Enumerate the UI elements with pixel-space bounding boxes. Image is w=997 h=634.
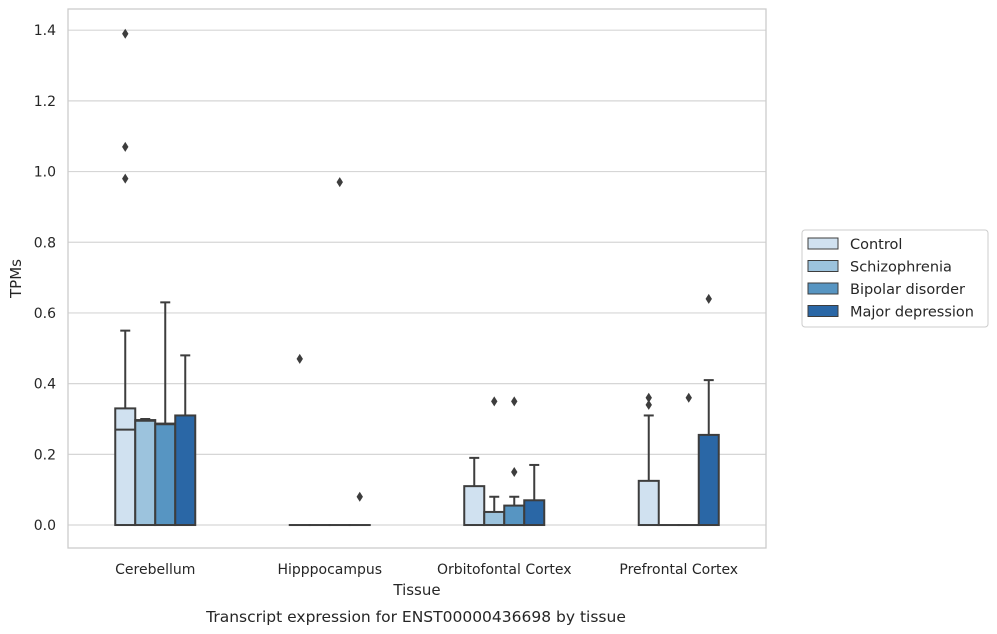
box-control [288, 353, 311, 527]
legend-swatch [807, 305, 839, 317]
box-body [483, 510, 506, 527]
y-tick-label: 0.0 [34, 518, 56, 534]
x-tick-label: Prefrontal Cortex [619, 562, 738, 578]
legend-label: Bipolar disorder [850, 282, 965, 298]
y-tick-label: 0.4 [34, 377, 56, 393]
legend-frame [801, 229, 989, 328]
box-bipolar-disorder [503, 396, 526, 527]
box-major-depression [523, 463, 546, 527]
box-schizophrenia [134, 417, 157, 527]
legend-swatch [807, 282, 839, 295]
figure-caption: Transcript expression for ENST0000043669… [205, 608, 626, 626]
box-body [154, 422, 177, 527]
legend-item: Control [807, 237, 902, 253]
outlier-point [356, 491, 363, 502]
y-tick-label: 1.4 [34, 23, 56, 39]
outlier-point [685, 392, 692, 403]
y-axis-label: TPMs [7, 259, 25, 299]
box-body [463, 485, 486, 527]
x-tick-label: Hipppocampus [277, 562, 382, 578]
outlier-point [511, 396, 518, 407]
legend-label: Schizophrenia [850, 260, 952, 276]
y-tick-labels: 0.0 0.2 0.4 0.6 0.8 1.0 1.2 1.4 [34, 23, 56, 534]
legend-label: Major depression [850, 305, 974, 321]
outlier-point [122, 141, 129, 152]
outlier-point [336, 177, 343, 188]
outlier-point [511, 467, 518, 478]
outlier-point [122, 173, 129, 184]
box-body [637, 479, 660, 527]
y-tick-label: 0.6 [34, 306, 56, 322]
box-body [523, 499, 546, 527]
box-bipolar-disorder [677, 392, 700, 527]
outlier-point [705, 293, 712, 304]
x-tick-labels: Cerebellum Hipppocampus Orbitofontal Corte… [115, 562, 738, 578]
outlier-point [122, 28, 129, 39]
outlier-point [491, 396, 498, 407]
x-tick-label: Orbitofontal Cortex [437, 562, 572, 578]
box-bipolar-disorder [154, 301, 177, 527]
y-tick-label: 0.8 [34, 235, 56, 251]
x-axis-label: Tissue [392, 581, 440, 599]
y-tick-label: 1.2 [34, 94, 56, 110]
outlier-point [645, 392, 652, 403]
legend: Control Schizophrenia Bipolar disorder Majo… [801, 229, 989, 328]
box-body [503, 504, 526, 527]
box-body [174, 414, 197, 527]
box-major-depression [174, 354, 197, 527]
boxes [114, 28, 720, 527]
box-control [637, 392, 660, 527]
box-major-depression [348, 491, 371, 527]
box-control [463, 456, 486, 527]
box-control [114, 28, 137, 527]
legend-item: Bipolar disorder [807, 282, 965, 298]
box-body [134, 419, 157, 527]
legend-swatch [807, 237, 839, 250]
legend-swatch [807, 260, 839, 272]
box-bipolar-disorder [328, 177, 351, 527]
y-tick-label: 0.2 [34, 447, 56, 463]
box-body [114, 407, 137, 527]
plot-area-frame [67, 8, 767, 549]
legend-item: Schizophrenia [807, 260, 952, 276]
outlier-point [296, 353, 303, 364]
box-major-depression [697, 293, 720, 527]
box-body [697, 433, 720, 527]
legend-label: Control [850, 237, 902, 253]
legend-item: Major depression [807, 305, 974, 321]
y-tick-label: 1.0 [34, 165, 56, 181]
outlier-point [645, 399, 652, 410]
box-schizophrenia [483, 396, 506, 527]
x-tick-label: Cerebellum [115, 562, 195, 578]
